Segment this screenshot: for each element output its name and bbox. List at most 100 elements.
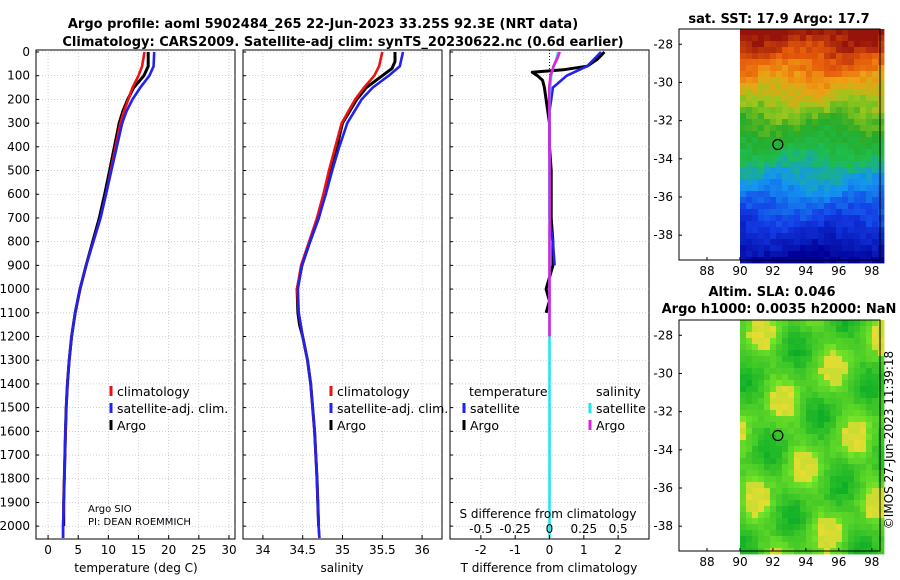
temperature-xtick-label: 15 [131,543,146,557]
sla-map-cell [818,422,825,429]
sla-map-cell [818,476,825,483]
sst-map-cell [842,113,849,120]
sla-map-cell [806,344,813,351]
sla-map-cell [818,410,825,417]
salinity-legend: climatology satellite-adj. clim. Argo [329,384,448,433]
sst-map-cell [764,29,771,36]
sla-map-cell [842,506,849,513]
sla-map-cell [818,470,825,477]
sst-map-cell [776,113,783,120]
sla-map-cell [866,380,873,387]
sst-map-cell [812,113,819,120]
sst-map-cell [788,221,795,228]
sst-map-cell [746,29,753,36]
sst-map-cell [818,173,825,180]
sla-map-cell [806,440,813,447]
sla-map-cell [872,500,879,507]
sla-map-cell [758,410,765,417]
sst-map-cell [848,173,855,180]
sla-map-cell [746,428,753,435]
depth-tick-label: 1300 [0,353,30,367]
sla-map-cell [776,398,783,405]
sst-map-cell [782,173,789,180]
sst-map-cell [860,71,867,78]
sst-map-cell [794,71,801,78]
sst-map-cell [866,179,873,186]
sla-map-cell [776,344,783,351]
sla-map-cell [842,380,849,387]
sla-map-cell [788,446,795,453]
sla-map-cell [842,320,849,327]
sla-map-cell [794,488,801,495]
sst-map-cell [758,233,765,240]
sla-map-cell [824,452,831,459]
sla-map-cell [824,320,831,327]
sst-map-cell [836,137,843,144]
sla-map-cell [836,476,843,483]
sla-map-cell [818,464,825,471]
sla-map-cell [806,350,813,357]
sst-map-cell [794,35,801,42]
sla-map-cell [740,392,747,399]
sla-map-cell [830,446,837,453]
sla-map-cell [740,362,747,369]
sst-map-cell [836,95,843,102]
sla-map-cell [830,470,837,477]
sst-map-cell [746,245,753,252]
sst-map-cell [800,131,807,138]
sst-map-cell [854,131,861,138]
sst-map-lat-label: -38 [653,228,673,242]
sla-map-cell [764,374,771,381]
sla-map-cell [770,332,777,339]
sla-map-cell [794,440,801,447]
sst-map-cell [764,125,771,132]
sst-map-cell [866,227,873,234]
sla-map-cell [830,476,837,483]
sst-map-cell [824,71,831,78]
sst-map-cell [776,35,783,42]
sst-map-cell [800,53,807,60]
sla-map-cell [878,464,885,471]
sla-map-cell [800,332,807,339]
sla-map-cell [848,524,855,531]
sst-map-cell [794,233,801,240]
sst-map-cell [806,107,813,114]
sst-map-cell [758,53,765,60]
sla-map-cell [854,398,861,405]
sla-map-cell [794,500,801,507]
imos-timestamp: ©IMOS 27-Jun-2023 11:39:18 [882,351,896,529]
sst-map-cell [764,95,771,102]
sst-map-cell [848,227,855,234]
sst-map-cell [878,119,885,126]
sla-map-cell [824,344,831,351]
sst-map-cell [764,197,771,204]
sst-map-cell [746,77,753,84]
sst-map-cell [818,221,825,228]
sst-map-cell [848,221,855,228]
sla-map-cell [818,362,825,369]
sla-map-cell [740,386,747,393]
sla-map-cell [842,350,849,357]
sst-map-cell [830,113,837,120]
sst-map-cell [758,113,765,120]
sst-map-cell [848,251,855,258]
sla-map-cell [740,464,747,471]
sst-map-cell [788,29,795,36]
sla-map-cell [776,488,783,495]
sla-map-cell [812,392,819,399]
sst-map-cell [824,209,831,216]
sla-map-cell [866,440,873,447]
sla-map-cell [842,524,849,531]
sla-map-cell [752,386,759,393]
sst-map-cell [800,41,807,48]
sla-map-cell [866,338,873,345]
sla-map-cell [776,434,783,441]
sst-map-cell [752,209,759,216]
sst-map-cell [848,137,855,144]
sla-map-cell [752,362,759,369]
sla-map-cell [854,452,861,459]
sla-map-cell [764,440,771,447]
sla-map-cell [824,332,831,339]
sla-map-cell [776,338,783,345]
legend-s-argo: Argo [596,418,625,433]
